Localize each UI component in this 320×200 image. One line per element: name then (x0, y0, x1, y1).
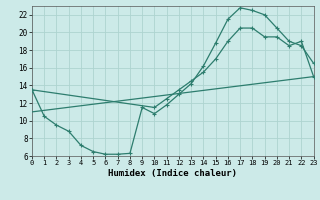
X-axis label: Humidex (Indice chaleur): Humidex (Indice chaleur) (108, 169, 237, 178)
